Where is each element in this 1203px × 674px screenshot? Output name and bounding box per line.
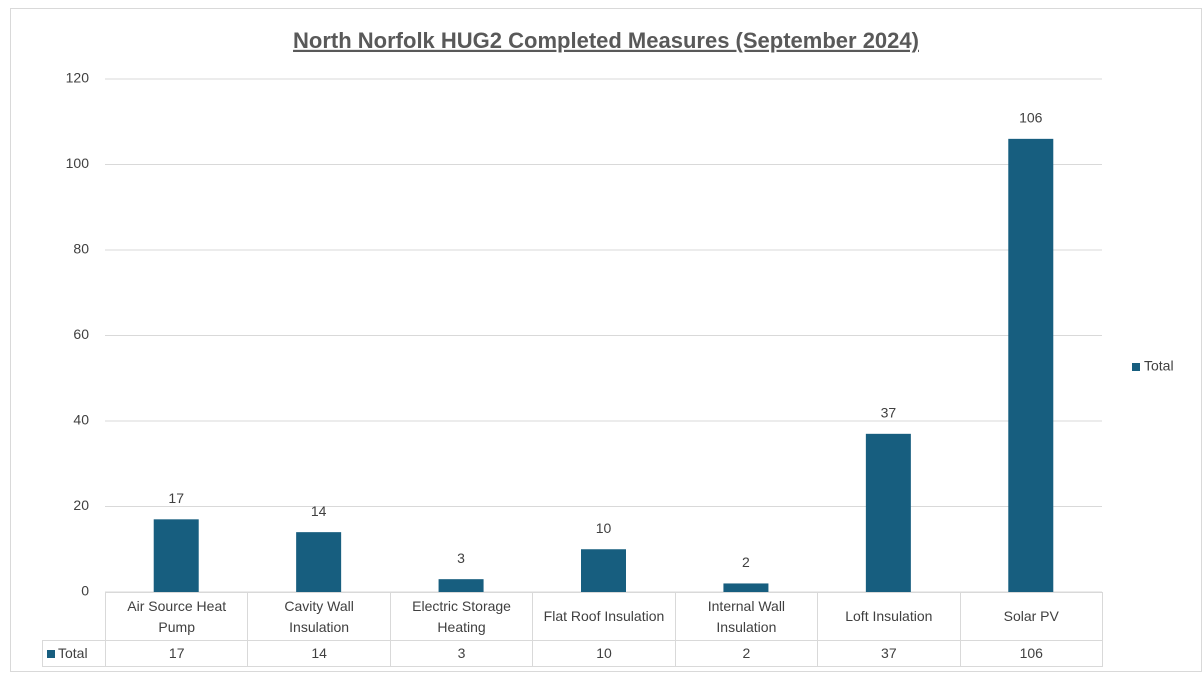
y-tick-label: 40	[73, 412, 89, 428]
table-row: Total 17 14 3 10 2 37 106	[42, 640, 1103, 667]
data-table: Air Source Heat Pump Cavity Wall Insulati…	[42, 592, 1103, 667]
bar	[865, 433, 911, 592]
legend-label: Total	[1144, 358, 1174, 374]
bar	[153, 519, 199, 592]
data-label: 2	[742, 554, 750, 570]
table-corner	[42, 592, 106, 641]
bar	[1008, 138, 1054, 592]
table-value: 17	[104, 640, 249, 667]
bar	[296, 532, 342, 592]
table-value: 3	[389, 640, 534, 667]
data-label: 17	[168, 490, 184, 506]
y-tick-label: 60	[73, 326, 89, 342]
x-tick-label: Loft Insulation	[817, 592, 961, 641]
y-tick-label: 100	[66, 155, 90, 171]
x-tick-label: Internal Wall Insulation	[674, 592, 819, 641]
data-label: 3	[457, 550, 465, 566]
table-series: Total	[42, 640, 106, 667]
table-value: 14	[247, 640, 391, 667]
bar	[438, 579, 484, 592]
table-key	[47, 650, 55, 659]
bar	[723, 583, 769, 592]
bar	[581, 549, 626, 592]
legend-key	[1132, 363, 1140, 371]
chart-title: North Norfolk HUG2 Completed Measures (S…	[293, 28, 919, 53]
table-series-name: Total	[58, 645, 88, 661]
y-tick-label: 20	[73, 497, 89, 513]
data-label: 10	[596, 520, 612, 536]
x-tick-label: Flat Roof Insulation	[532, 592, 676, 641]
data-label: 37	[881, 405, 897, 421]
data-label: 14	[311, 503, 327, 519]
x-tick-label: Solar PV	[959, 592, 1103, 641]
x-tick-label: Air Source Heat Pump	[104, 592, 249, 641]
y-tick-label: 120	[66, 70, 90, 86]
x-tick-label: Electric Storage Heating	[389, 592, 534, 641]
table-value: 2	[674, 640, 819, 667]
x-tick-label: Cavity Wall Insulation	[247, 592, 391, 641]
table-value: 106	[959, 640, 1103, 667]
y-tick-label: 0	[81, 583, 89, 599]
table-value: 10	[532, 640, 676, 667]
table-value: 37	[817, 640, 961, 667]
data-label: 106	[1019, 110, 1043, 126]
y-tick-label: 80	[73, 241, 89, 257]
table-header-row: Air Source Heat Pump Cavity Wall Insulati…	[42, 592, 1103, 641]
